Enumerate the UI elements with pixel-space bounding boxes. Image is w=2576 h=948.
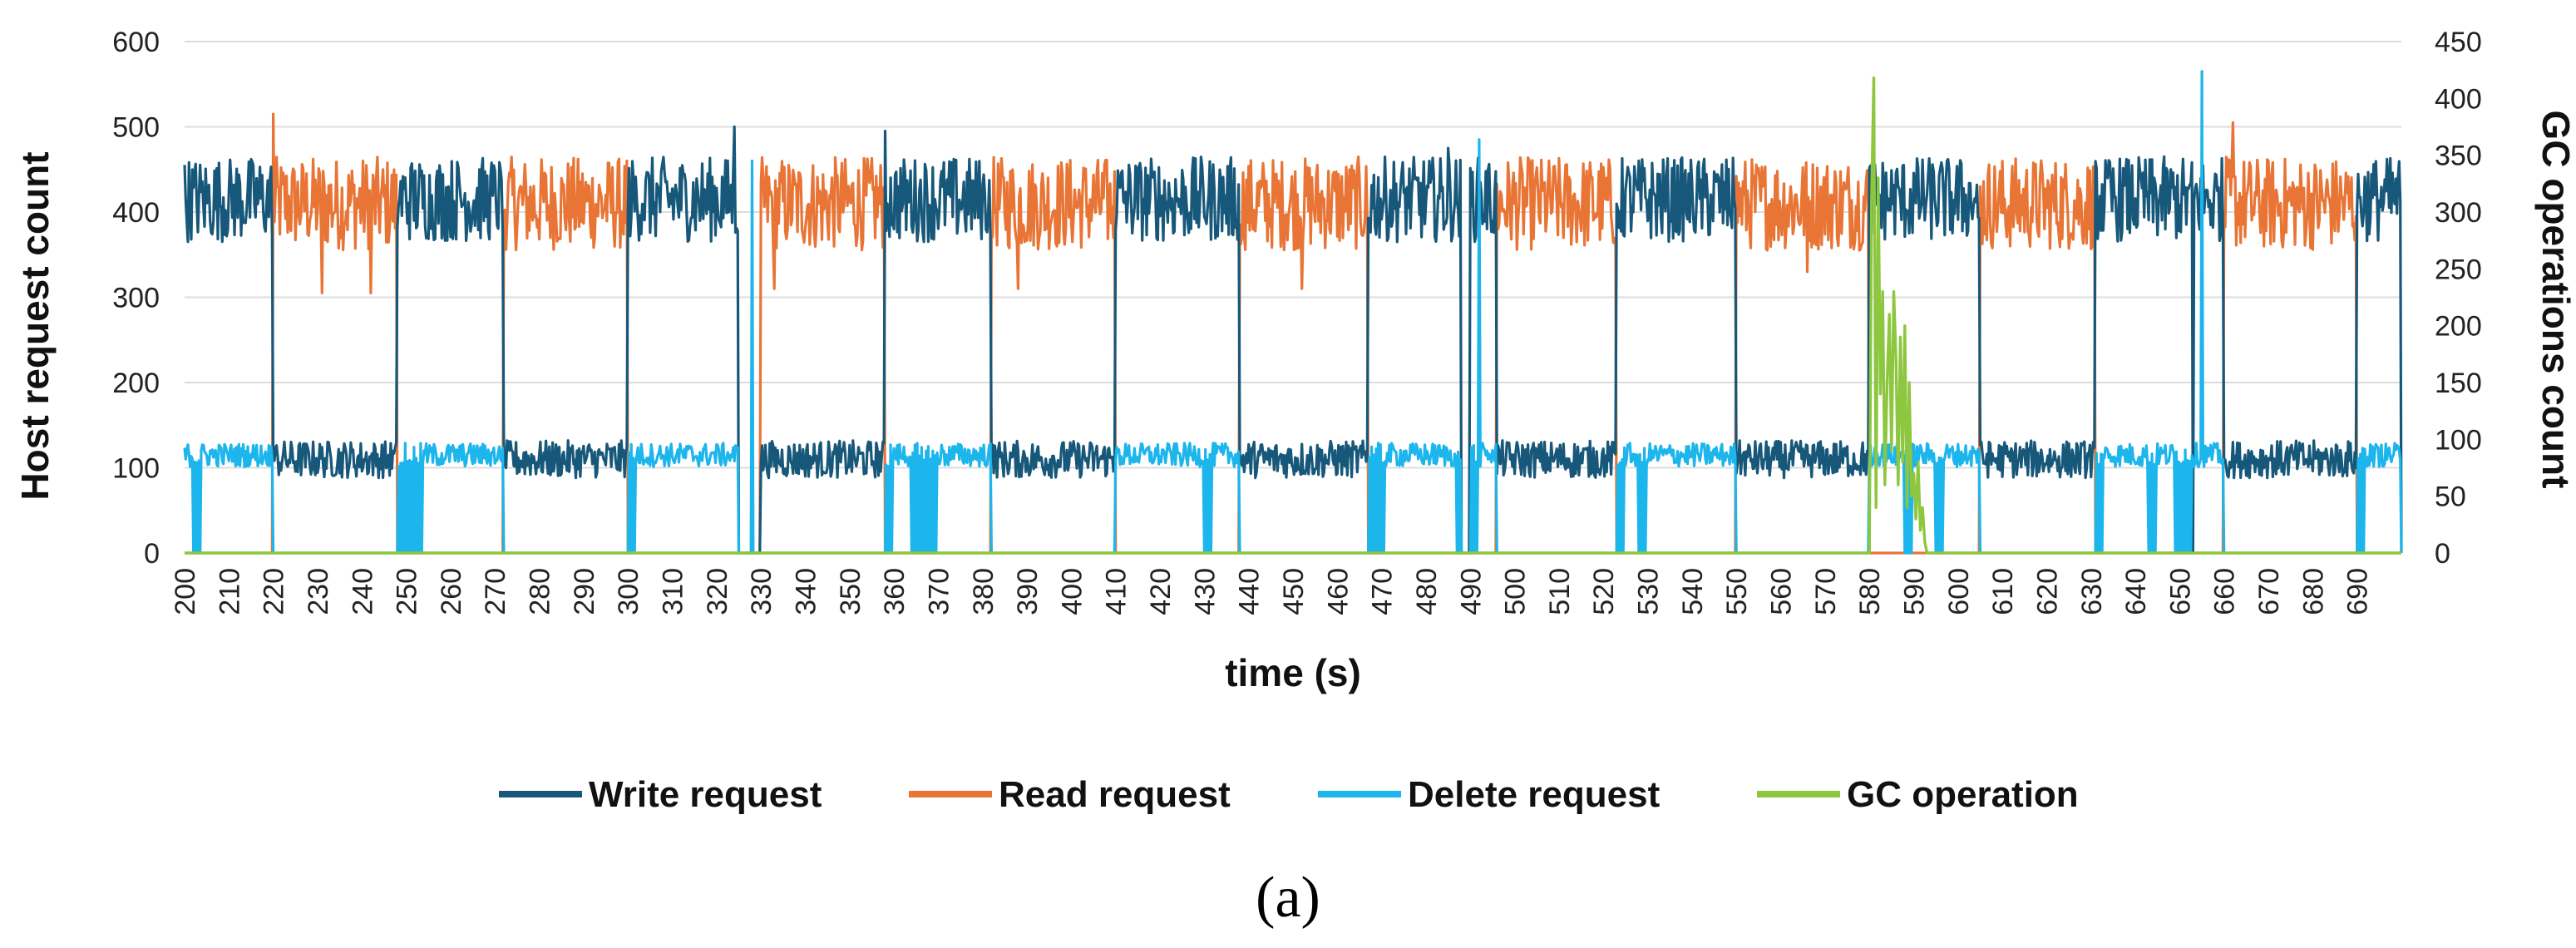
y2-tick-label: 350: [2435, 141, 2482, 172]
legend-label: Delete request: [1408, 774, 1661, 815]
x-tick-label: 420: [1145, 568, 1177, 615]
legend: Write request Read request Delete request G…: [499, 774, 2079, 815]
x-tick-label: 660: [2209, 568, 2241, 615]
x-tick-label: 670: [2253, 568, 2285, 615]
chart-svg: 0 100 200 300 400 500 600 0 50 100 150 200 250 300 35…: [13, 27, 2576, 815]
x-tick-label: 440: [1234, 568, 1266, 615]
y-tick-label: 0: [144, 538, 160, 570]
x-tick-label: 560: [1766, 568, 1798, 615]
x-tick-label: 540: [1677, 568, 1709, 615]
y2-tick-label: 250: [2435, 254, 2482, 285]
y-tick-label: 600: [112, 27, 160, 58]
legend-label: GC operation: [1847, 774, 2079, 815]
x-tick-label: 210: [214, 568, 245, 615]
x-tick-label: 580: [1854, 568, 1886, 615]
x-tick-label: 380: [968, 568, 999, 615]
y2-tick-label: 150: [2435, 368, 2482, 399]
y2-tick-label: 0: [2435, 538, 2450, 570]
x-tick-label: 370: [923, 568, 955, 615]
x-tick-label: 520: [1588, 568, 1620, 615]
x-tick-label: 490: [1455, 568, 1487, 615]
series-group: [183, 70, 2403, 555]
legend-item: Write request: [499, 774, 822, 815]
series-read-request-line: [184, 112, 2402, 555]
y2-tick-label: 200: [2435, 311, 2482, 343]
y2-axis-title: GC operations count: [2534, 111, 2576, 489]
grid-lines: [185, 41, 2401, 554]
series-gc-operation-line: [185, 77, 2401, 555]
x-tick-label: 240: [347, 568, 378, 615]
x-tick-label: 340: [790, 568, 822, 615]
x-tick-label: 350: [835, 568, 866, 615]
x-tick-label: 640: [2120, 568, 2152, 615]
y-tick-label: 400: [112, 197, 160, 229]
x-tick-label: 330: [746, 568, 777, 615]
x-tick-label: 200: [170, 568, 201, 615]
figure-caption: (a): [1256, 866, 1320, 930]
x-tick-label: 230: [303, 568, 334, 615]
y-axis-ticks: 0 100 200 300 400 500 600: [112, 27, 160, 570]
x-tick-label: 480: [1411, 568, 1443, 615]
x-axis-ticks: 200 210 220 230 240 250 260 270 280 290 300 310 320 3…: [170, 568, 2374, 615]
x-axis-title: time (s): [1225, 651, 1361, 694]
x-tick-label: 530: [1633, 568, 1665, 615]
x-tick-label: 390: [1012, 568, 1044, 615]
legend-item: GC operation: [1757, 774, 2079, 815]
x-tick-label: 430: [1189, 568, 1221, 615]
y2-tick-label: 50: [2435, 481, 2466, 513]
y2-axis-ticks: 0 50 100 150 200 250 300 350 400 450: [2435, 27, 2482, 570]
x-tick-label: 220: [259, 568, 290, 615]
x-tick-label: 270: [480, 568, 511, 615]
x-tick-label: 680: [2297, 568, 2329, 615]
y2-tick-label: 300: [2435, 197, 2482, 229]
x-tick-label: 550: [1721, 568, 1753, 615]
x-tick-label: 290: [569, 568, 600, 615]
x-tick-label: 280: [525, 568, 556, 615]
y-tick-label: 500: [112, 112, 160, 144]
series-delete-request-line: [183, 70, 2403, 555]
legend-item: Delete request: [1318, 774, 1661, 815]
x-tick-label: 400: [1056, 568, 1088, 615]
legend-label: Write request: [589, 774, 822, 815]
series-write-request-line: [183, 125, 2403, 555]
x-tick-label: 470: [1367, 568, 1399, 615]
x-tick-label: 600: [1943, 568, 1975, 615]
x-tick-label: 310: [658, 568, 689, 615]
x-tick-label: 260: [436, 568, 467, 615]
y-tick-label: 200: [112, 368, 160, 399]
x-tick-label: 500: [1500, 568, 1532, 615]
y-tick-label: 300: [112, 283, 160, 314]
x-tick-label: 320: [702, 568, 733, 615]
x-tick-label: 610: [1987, 568, 2019, 615]
x-tick-label: 450: [1278, 568, 1310, 615]
y2-tick-label: 100: [2435, 424, 2482, 456]
y2-tick-label: 400: [2435, 83, 2482, 115]
x-tick-label: 570: [1810, 568, 1842, 615]
x-tick-label: 590: [1898, 568, 1930, 615]
x-tick-label: 650: [2164, 568, 2196, 615]
x-tick-label: 460: [1322, 568, 1354, 615]
x-tick-label: 250: [392, 568, 423, 615]
x-tick-label: 300: [613, 568, 644, 615]
x-tick-label: 510: [1544, 568, 1576, 615]
x-tick-label: 620: [2031, 568, 2063, 615]
y2-tick-label: 450: [2435, 27, 2482, 58]
x-tick-label: 630: [2076, 568, 2108, 615]
x-tick-label: 360: [879, 568, 910, 615]
y-axis-title: Host request count: [13, 151, 57, 500]
x-tick-label: 410: [1101, 568, 1133, 615]
y-tick-label: 100: [112, 453, 160, 485]
legend-item: Read request: [909, 774, 1231, 815]
x-tick-label: 690: [2342, 568, 2374, 615]
legend-label: Read request: [999, 774, 1231, 815]
